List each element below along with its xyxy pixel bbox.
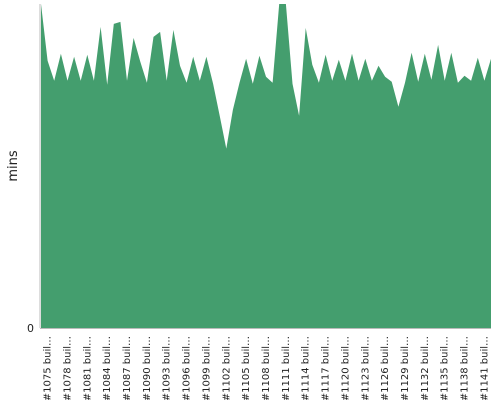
x-tick-label: #1123 buil…: [360, 336, 371, 400]
x-tick-label: #1129 buil…: [400, 336, 411, 400]
x-tick-label: #1084 buil…: [102, 336, 113, 400]
x-tick-label: #1102 buil…: [221, 336, 232, 400]
x-tick-label: #1120 buil…: [340, 336, 351, 400]
y-axis-ticks: 0: [27, 322, 34, 335]
y-tick-label: 0: [27, 322, 34, 335]
x-tick-label: #1111 buil…: [281, 336, 292, 400]
x-tick-label: #1090 buil…: [142, 336, 153, 400]
x-tick-label: #1075 buil…: [43, 336, 54, 400]
x-tick-label: #1135 buil…: [440, 336, 451, 400]
x-tick-label: #1126 buil…: [380, 336, 391, 400]
y-axis-label: mins: [6, 150, 21, 182]
x-tick-label: #1114 buil…: [301, 336, 312, 400]
x-tick-label: #1093 buil…: [162, 336, 173, 400]
x-tick-label: #1117 buil…: [321, 336, 332, 400]
x-tick-label: #1081 buil…: [82, 336, 93, 400]
area-series: [41, 4, 491, 328]
plot-area: [41, 4, 491, 328]
x-tick-label: #1087 buil…: [122, 336, 133, 400]
x-tick-label: #1108 buil…: [261, 336, 272, 400]
x-tick-label: #1138 buil…: [460, 336, 471, 400]
x-tick-label: #1096 buil…: [182, 336, 193, 400]
x-tick-label: #1132 buil…: [420, 336, 431, 400]
x-tick-label: #1141 buil…: [479, 336, 490, 400]
x-tick-label: #1099 buil…: [201, 336, 212, 400]
x-axis-ticks: #1075 buil… #1078 buil… #1081 buil… #1084 b…: [43, 336, 491, 400]
x-tick-label: #1078 buil…: [63, 336, 74, 400]
x-tick-label: #1105 buil…: [241, 336, 252, 400]
